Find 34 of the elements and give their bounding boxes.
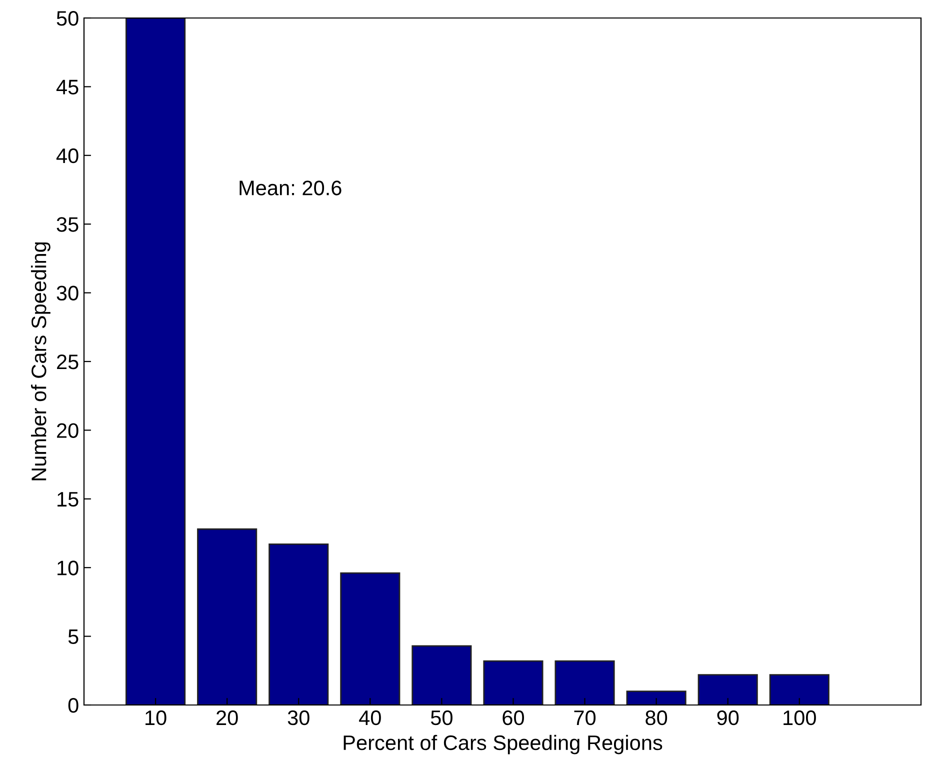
bar xyxy=(626,690,686,705)
bar xyxy=(126,18,186,705)
x-tick-label: 30 xyxy=(288,710,310,726)
y-tick-label: 50 xyxy=(56,11,78,26)
y-tick-label: 10 xyxy=(58,560,78,576)
y-tick-label: 5 xyxy=(68,630,78,644)
x-tick-label: 40 xyxy=(359,710,381,726)
bar xyxy=(197,528,258,705)
x-tick-label: 60 xyxy=(502,710,524,726)
bar xyxy=(698,674,758,705)
annotation: Mean: 20.6 xyxy=(240,180,342,196)
x-tick-label: 80 xyxy=(646,710,668,726)
x-tick-label: 100 xyxy=(784,710,816,726)
bar xyxy=(769,674,830,705)
x-axis-title: Percent of Cars Speeding Regions xyxy=(344,734,662,754)
x-tick-label: 20 xyxy=(216,710,238,726)
y-tick-label: 0 xyxy=(68,698,78,713)
y-tick-label: 45 xyxy=(56,80,78,94)
x-tick-label: 10 xyxy=(146,710,166,726)
y-tick-label: 25 xyxy=(57,354,78,370)
y-tick-label: 40 xyxy=(56,148,78,164)
x-tick-label: 50 xyxy=(430,710,452,726)
bar xyxy=(554,660,615,705)
bar xyxy=(412,645,472,705)
bar xyxy=(340,572,400,705)
bar xyxy=(268,544,329,705)
x-tick-label: 90 xyxy=(717,710,739,726)
bar xyxy=(483,660,544,705)
y-tick-label: 15 xyxy=(58,492,78,507)
x-tick-label: 70 xyxy=(574,710,596,726)
y-tick-label: 30 xyxy=(56,286,78,301)
y-axis-title: Number of Cars Speeding xyxy=(30,242,50,480)
y-tick-label: 35 xyxy=(56,217,78,232)
y-tick-label: 20 xyxy=(57,423,78,438)
